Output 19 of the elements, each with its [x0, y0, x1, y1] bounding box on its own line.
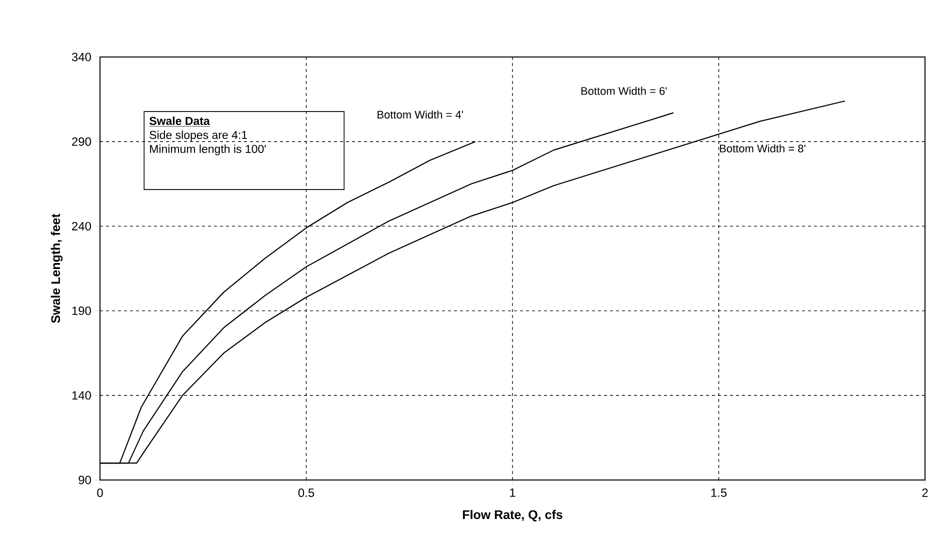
x-tick-label: 0.5 [298, 488, 314, 498]
y-tick-label: 190 [72, 306, 91, 316]
y-tick-label: 290 [72, 137, 91, 146]
x-tick-label: 1.5 [711, 488, 727, 497]
annotation: Side slopes are 4:1 [150, 130, 247, 142]
x-tick-label: 1 [510, 488, 516, 497]
y-axis-title: Swale Length, feet [50, 214, 63, 324]
y-tick-label: 90 [78, 476, 91, 484]
x-tick-label: 2 [922, 488, 928, 497]
x-axis-title: Flow Rate, Q, cfs [462, 510, 562, 522]
annotation: Minimum length is 100' [150, 144, 266, 156]
series-label: Bottom Width = 6' [581, 86, 667, 95]
annotation: Swale Data [149, 116, 210, 125]
series-label: Bottom Width = 8' [720, 144, 806, 152]
x-tick-label: 0 [97, 488, 103, 498]
y-tick-label: 140 [72, 391, 91, 400]
text: Bottom Width = 4' [378, 110, 463, 119]
y-tick-label: 240 [72, 222, 91, 230]
y-tick-label: 340 [72, 52, 91, 62]
